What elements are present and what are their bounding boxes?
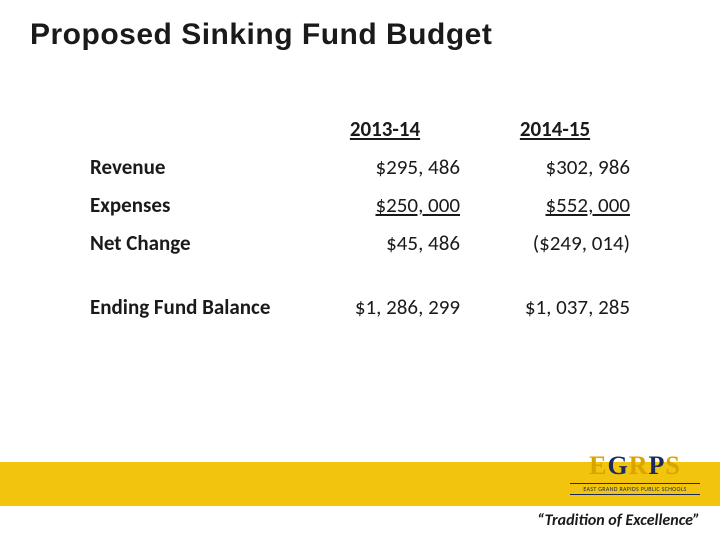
header-year-1: 2013-14 <box>300 110 470 148</box>
row-val-1: $250, 000 <box>300 186 470 224</box>
table-row: Net Change $45, 486 ($249, 014) <box>80 224 640 262</box>
budget-table: 2013-14 2014-15 Revenue $295, 486 $302, … <box>80 110 640 326</box>
logo-subtext: EAST GRAND RAPIDS PUBLIC SCHOOLS <box>570 483 700 495</box>
logo-letter: S <box>665 451 680 480</box>
table-row: Expenses $250, 000 $552, 000 <box>80 186 640 224</box>
logo-initial-e: E <box>589 451 607 480</box>
row-val-2: $1, 037, 285 <box>470 288 640 326</box>
header-year-2: 2014-15 <box>470 110 640 148</box>
logo-text: EGRPS <box>585 451 685 481</box>
logo-letter: R <box>629 451 649 480</box>
logo-letter: G <box>607 451 628 480</box>
slide: Proposed Sinking Fund Budget 2013-14 201… <box>0 0 720 540</box>
row-label: Ending Fund Balance <box>80 288 300 326</box>
row-label: Expenses <box>80 186 300 224</box>
table-row: Ending Fund Balance $1, 286, 299 $1, 037… <box>80 288 640 326</box>
logo: EGRPS EAST GRAND RAPIDS PUBLIC SCHOOLS <box>570 451 700 495</box>
header-blank <box>80 110 300 148</box>
row-val-1: $45, 486 <box>300 224 470 262</box>
row-val-2: $552, 000 <box>470 186 640 224</box>
tagline: “Tradition of Excellence” <box>537 511 700 530</box>
row-val-1: $1, 286, 299 <box>300 288 470 326</box>
table-row: Revenue $295, 486 $302, 986 <box>80 148 640 186</box>
row-val-1: $295, 486 <box>300 148 470 186</box>
row-val-2: ($249, 014) <box>470 224 640 262</box>
spacer-row <box>80 262 640 288</box>
row-label: Net Change <box>80 224 300 262</box>
logo-letter: P <box>649 451 666 480</box>
slide-title: Proposed Sinking Fund Budget <box>30 18 492 52</box>
row-val-2: $302, 986 <box>470 148 640 186</box>
table-header-row: 2013-14 2014-15 <box>80 110 640 148</box>
row-label: Revenue <box>80 148 300 186</box>
